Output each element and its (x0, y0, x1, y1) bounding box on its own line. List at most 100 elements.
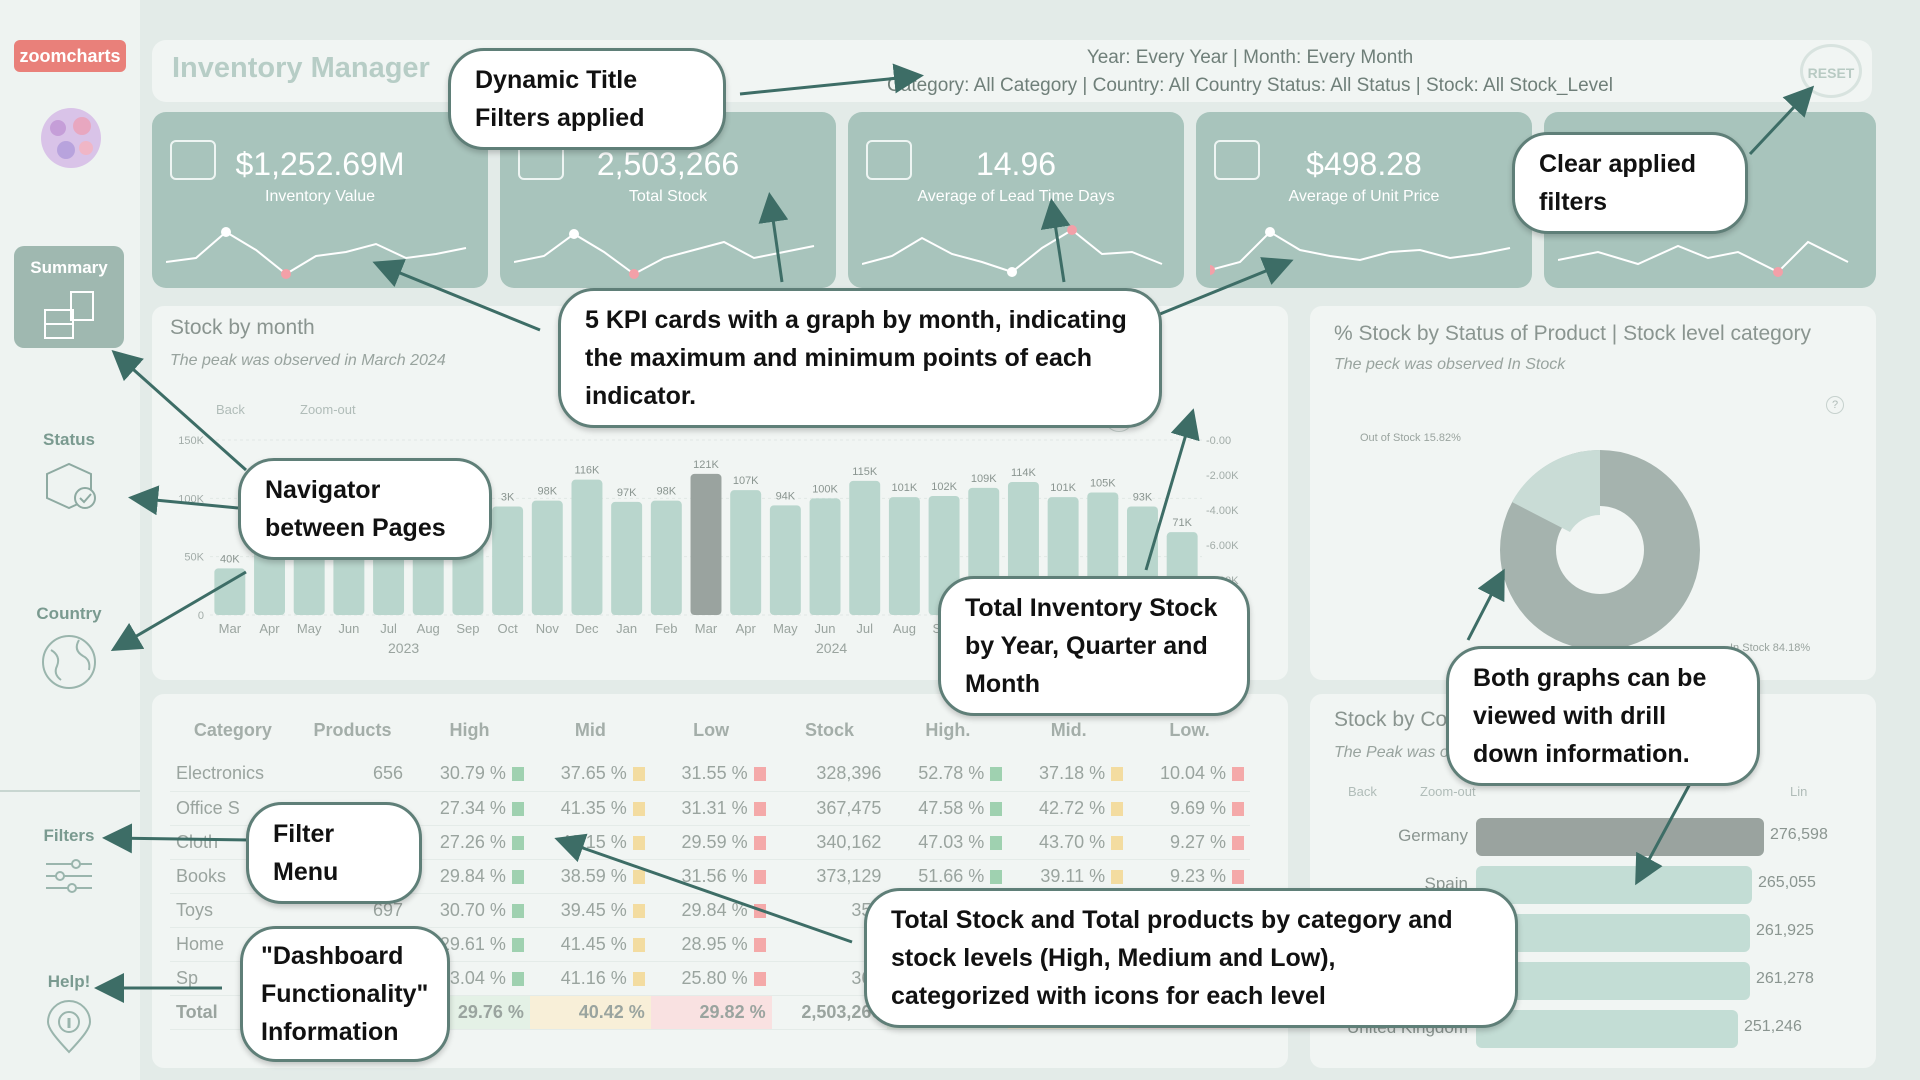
table-cell: 27.34 % (409, 791, 530, 826)
donut-slice-out-of-stock[interactable] (1512, 449, 1600, 532)
table-cell: Electronics (170, 757, 296, 792)
page-title: Inventory Manager (172, 52, 430, 84)
callout-drill-down: Both graphs can be viewed with drill dow… (1446, 646, 1760, 786)
bar[interactable] (690, 473, 722, 615)
flag-icon (990, 835, 1003, 850)
table-cell: 340,162 (771, 825, 888, 860)
kpi-sparkline (1558, 240, 1849, 277)
kpi-card-inventory-value: $1,252.69M Inventory Value (152, 112, 488, 288)
column-header[interactable]: Products (313, 720, 392, 740)
table-cell: 29.84 % (409, 859, 530, 894)
flag-icon (1232, 869, 1244, 884)
bar[interactable] (769, 505, 801, 615)
nav-help-label: Help! (47, 972, 91, 991)
sidebar (0, 0, 140, 1080)
flag-icon (1111, 801, 1124, 816)
back-button[interactable]: Back (1348, 784, 1377, 799)
bar[interactable] (333, 545, 365, 615)
column-header[interactable]: Category (193, 720, 272, 740)
bar[interactable] (650, 500, 682, 615)
x-tick-label: Apr (736, 621, 757, 636)
table-cell: 51.66 % (887, 859, 1009, 894)
table-cell: 42.72 % (1008, 791, 1130, 826)
column-header[interactable]: High. (925, 720, 971, 740)
boxes-icon (44, 291, 94, 339)
stock-by-country-subtitle: The Peak was obs (1334, 744, 1466, 761)
bar[interactable] (492, 506, 524, 616)
stock-by-month-title: Stock by month (170, 316, 315, 339)
bar[interactable] (531, 500, 563, 615)
bar[interactable] (730, 490, 762, 615)
zoom-out-button[interactable]: Zoom-out (1420, 784, 1476, 799)
nav-country[interactable]: Country (14, 604, 124, 692)
y2-tick-label: -0.00 (1206, 435, 1231, 447)
column-header[interactable]: High (449, 720, 490, 740)
bar[interactable] (214, 568, 246, 615)
bar[interactable] (452, 545, 484, 615)
bar[interactable] (412, 545, 444, 615)
country-bar-row[interactable]: 261,278 (1330, 962, 1870, 1002)
linear-scale-button[interactable]: Lin (1790, 784, 1808, 799)
column-header[interactable]: Stock (804, 720, 855, 740)
bar[interactable] (809, 498, 841, 615)
table-cell: 39.45 % (529, 893, 651, 928)
bar[interactable] (888, 497, 920, 615)
table-cell: 10.04 % (1129, 757, 1250, 792)
reset-button[interactable]: RESET (1800, 44, 1862, 98)
kpi-card-lead-time: 14.96 Average of Lead Time Days (848, 112, 1184, 288)
country-bar-row[interactable]: 261,925 (1330, 914, 1870, 954)
country-bar[interactable] (1476, 818, 1764, 856)
nav-help[interactable]: Help! (14, 972, 124, 1056)
stock-status-donut[interactable] (1490, 440, 1710, 660)
back-button[interactable]: Back (216, 402, 245, 417)
bar[interactable] (373, 545, 405, 615)
x-tick-label: Jan (616, 621, 637, 636)
bar[interactable] (254, 545, 285, 615)
country-value: 261,925 (1756, 922, 1814, 939)
dynamic-title-line1: Year: Every Year | Month: Every Month (1086, 47, 1414, 68)
zoom-out-button[interactable]: Zoom-out (300, 402, 356, 417)
help-icon[interactable]: ? (1826, 396, 1844, 414)
table-cell: 31.56 % (650, 859, 772, 894)
kpi-value: $1,252.69M (235, 146, 405, 182)
bar-data-label: 114K (1011, 467, 1037, 479)
bar-data-label: 101K (1050, 482, 1076, 494)
flag-icon (511, 767, 524, 782)
column-header[interactable]: Low. (1169, 720, 1210, 740)
table-cell: 41.16 % (529, 961, 651, 996)
country-bar-row[interactable]: Germany 276,598 (1330, 818, 1870, 858)
bar[interactable] (611, 501, 643, 615)
country-bar[interactable] (1476, 866, 1752, 904)
bar-data-label: 107K (733, 475, 759, 487)
country-bar[interactable] (1476, 914, 1750, 952)
y2-tick-label: -2.00K (1206, 470, 1239, 482)
bar[interactable] (571, 479, 603, 615)
callout-clear-filters: Clear applied filters (1512, 132, 1748, 234)
table-row[interactable]: Electronics 656 30.79 % 37.65 % 31.55 % 328,3… (170, 757, 1250, 792)
stock-by-month-subtitle: The peak was observed in March 2024 (170, 352, 446, 369)
column-header[interactable]: Low (693, 720, 730, 740)
bar[interactable] (293, 545, 325, 615)
bar-data-label: 109K (971, 473, 997, 485)
country-bar[interactable] (1476, 962, 1750, 1000)
x-tick-label: Nov (536, 621, 560, 636)
column-header[interactable]: Mid. (1050, 720, 1087, 740)
bar-data-label: 94K (776, 490, 796, 502)
column-header[interactable]: Mid (574, 720, 606, 740)
nav-status[interactable]: Status (14, 430, 124, 512)
country-bar[interactable] (1476, 1010, 1738, 1048)
donut-label-in: In Stock 84.18% (1730, 642, 1811, 654)
table-cell: 25.80 % (650, 961, 772, 996)
flag-icon (632, 971, 645, 986)
header-bar (152, 40, 1872, 102)
bar[interactable] (849, 480, 881, 615)
table-cell: 29.84 % (650, 893, 772, 928)
table-cell: 367,475 (771, 791, 888, 826)
nav-filters[interactable]: Filters (14, 826, 124, 898)
country-bar-row[interactable]: Spain 265,055 (1330, 866, 1870, 906)
nav-summary[interactable]: Summary (14, 246, 124, 348)
sidebar-divider (0, 790, 140, 792)
flag-icon (511, 835, 524, 850)
flag-icon (511, 869, 524, 884)
